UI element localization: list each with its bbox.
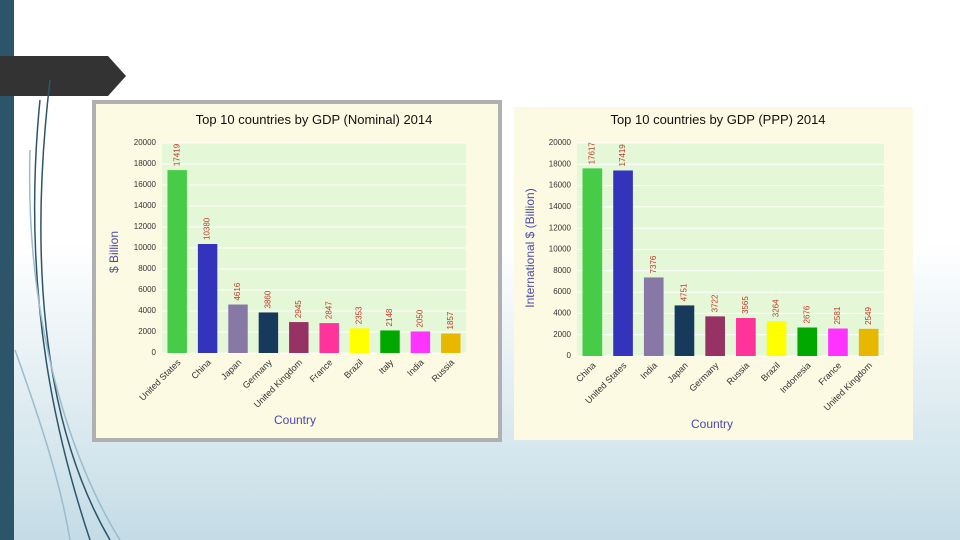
y-tick-label: 8000 bbox=[553, 266, 571, 275]
value-label: 3565 bbox=[741, 296, 750, 314]
bar bbox=[289, 322, 309, 353]
bar bbox=[797, 327, 818, 356]
value-label: 7376 bbox=[649, 255, 658, 273]
value-label: 17419 bbox=[172, 143, 181, 166]
bar bbox=[197, 244, 218, 353]
chart-title: Top 10 countries by GDP (PPP) 2014 bbox=[610, 112, 825, 127]
bar bbox=[380, 330, 400, 353]
value-label: 10380 bbox=[203, 217, 212, 240]
value-label: 3264 bbox=[772, 299, 781, 317]
y-tick-label: 16000 bbox=[549, 181, 572, 190]
y-tick-label: 20000 bbox=[134, 138, 157, 147]
bar bbox=[582, 168, 603, 356]
bar bbox=[828, 328, 848, 356]
bar bbox=[319, 323, 339, 353]
y-tick-label: 0 bbox=[567, 351, 572, 360]
y-tick-label: 12000 bbox=[134, 222, 157, 231]
value-label: 3722 bbox=[710, 294, 719, 312]
bar bbox=[228, 304, 248, 353]
y-tick-label: 20000 bbox=[549, 138, 572, 147]
chart-nominal: Top 10 countries by GDP (Nominal) 2014 $… bbox=[92, 100, 502, 442]
bar bbox=[441, 333, 461, 353]
y-tick-label: 10000 bbox=[549, 245, 572, 254]
value-label: 1857 bbox=[446, 311, 455, 329]
x-axis-label: Country bbox=[274, 413, 316, 427]
y-axis-label: $ Billion bbox=[107, 231, 121, 273]
bar bbox=[643, 277, 664, 356]
arrow-tab bbox=[0, 56, 126, 96]
y-tick-label: 8000 bbox=[138, 264, 156, 273]
bar bbox=[258, 312, 279, 353]
y-tick-label: 6000 bbox=[553, 287, 571, 296]
chart-title: Top 10 countries by GDP (Nominal) 2014 bbox=[196, 112, 433, 127]
y-tick-label: 16000 bbox=[134, 180, 157, 189]
y-tick-label: 14000 bbox=[134, 201, 157, 210]
y-tick-label: 18000 bbox=[549, 159, 572, 168]
bar bbox=[766, 321, 787, 356]
value-label: 2945 bbox=[294, 300, 303, 318]
y-tick-label: 10000 bbox=[134, 243, 157, 252]
y-tick-label: 4000 bbox=[138, 306, 156, 315]
y-tick-label: 12000 bbox=[549, 223, 572, 232]
value-label: 4751 bbox=[680, 283, 689, 301]
side-stripe bbox=[0, 0, 14, 540]
y-axis-label: International $ (Billion) bbox=[523, 188, 537, 307]
value-label: 3860 bbox=[264, 290, 273, 308]
bar bbox=[349, 328, 370, 353]
y-tick-label: 18000 bbox=[134, 159, 157, 168]
bar bbox=[674, 305, 695, 356]
bar bbox=[167, 170, 187, 353]
value-label: 2353 bbox=[355, 306, 364, 324]
bar bbox=[705, 316, 725, 356]
value-label: 4616 bbox=[233, 282, 242, 300]
y-tick-label: 2000 bbox=[553, 330, 571, 339]
bar bbox=[736, 318, 756, 356]
chart-ppp: Top 10 countries by GDP (PPP) 2014 Inter… bbox=[514, 107, 913, 440]
value-label: 17617 bbox=[587, 142, 596, 165]
y-tick-label: 0 bbox=[152, 348, 157, 357]
value-label: 2847 bbox=[324, 301, 333, 319]
value-label: 2676 bbox=[802, 305, 811, 323]
value-label: 2050 bbox=[416, 309, 425, 327]
decor-lines bbox=[14, 79, 121, 540]
bar bbox=[613, 170, 633, 356]
y-tick-label: 2000 bbox=[138, 327, 156, 336]
y-tick-label: 14000 bbox=[549, 202, 572, 211]
value-label: 2581 bbox=[833, 306, 842, 324]
bar bbox=[858, 328, 879, 356]
y-tick-label: 4000 bbox=[553, 309, 571, 318]
value-label: 2549 bbox=[864, 307, 873, 325]
y-tick-label: 6000 bbox=[138, 285, 156, 294]
value-label: 17419 bbox=[618, 144, 627, 167]
bar bbox=[410, 331, 431, 353]
x-axis-label: Country bbox=[691, 417, 733, 431]
value-label: 2148 bbox=[385, 308, 394, 326]
